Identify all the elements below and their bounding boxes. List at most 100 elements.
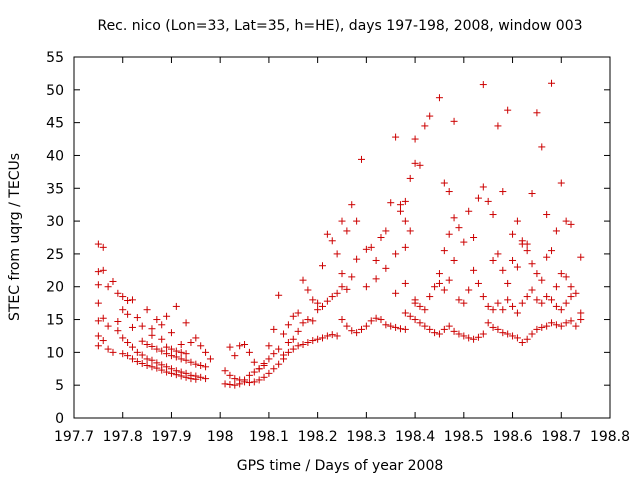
data-point [392, 289, 400, 297]
data-point [265, 342, 273, 350]
data-point [392, 133, 400, 141]
data-point [206, 355, 214, 363]
data-point [153, 316, 161, 324]
data-point [138, 322, 146, 330]
data-point [406, 312, 414, 320]
data-point [504, 330, 512, 338]
data-point [401, 197, 409, 205]
data-point [260, 360, 268, 368]
data-point [314, 299, 322, 307]
data-point [548, 319, 556, 327]
data-point [523, 293, 531, 301]
data-point [499, 188, 507, 196]
data-point [435, 279, 443, 287]
data-point [241, 376, 249, 384]
data-point [538, 143, 546, 151]
data-point [562, 217, 570, 225]
data-point [231, 352, 239, 360]
data-point [241, 340, 249, 348]
data-point [275, 345, 283, 353]
data-point [465, 286, 473, 294]
data-point [362, 322, 370, 330]
data-point [353, 329, 361, 337]
data-point [114, 318, 122, 326]
data-point [474, 194, 482, 202]
y-tick-label: 55 [46, 50, 64, 66]
data-point [94, 240, 102, 248]
data-point [435, 330, 443, 338]
data-point [226, 381, 234, 389]
data-point [416, 302, 424, 310]
data-point [387, 322, 395, 330]
data-point [513, 217, 521, 225]
data-point [548, 296, 556, 304]
data-point [396, 325, 404, 333]
data-point [167, 369, 175, 377]
data-point [143, 361, 151, 369]
data-point [528, 190, 536, 198]
data-point [197, 342, 205, 350]
data-point [557, 270, 565, 278]
y-axis-label: STEC from uqrg / TECUs [7, 153, 23, 321]
data-point [245, 371, 253, 379]
data-point [182, 373, 190, 381]
x-tick-label: 197.8 [103, 429, 143, 445]
data-point [353, 217, 361, 225]
data-point [450, 256, 458, 264]
data-point [411, 299, 419, 307]
data-point [543, 253, 551, 261]
data-point [299, 319, 307, 327]
data-point [275, 291, 283, 299]
data-point [499, 329, 507, 337]
data-point [528, 330, 536, 338]
data-point [109, 277, 117, 285]
data-point [323, 332, 331, 340]
data-point [104, 283, 112, 291]
data-point [280, 351, 288, 359]
data-point [270, 325, 278, 333]
data-point [401, 309, 409, 317]
data-point [99, 314, 107, 322]
data-point [401, 279, 409, 287]
data-point [357, 325, 365, 333]
data-point [406, 174, 414, 182]
data-point [567, 220, 575, 228]
data-point [148, 356, 156, 364]
data-point [572, 289, 580, 297]
data-point [450, 327, 458, 335]
data-point [226, 343, 234, 351]
data-point [128, 343, 136, 351]
data-point [372, 275, 380, 283]
data-point [182, 319, 190, 327]
x-tick-label: 198.3 [346, 429, 386, 445]
data-point [455, 224, 463, 232]
plot-frame [73, 56, 611, 419]
data-point [99, 243, 107, 251]
data-point [382, 227, 390, 235]
data-point [314, 306, 322, 314]
data-point [94, 342, 102, 350]
x-axis-label: GPS time / Days of year 2008 [237, 458, 444, 474]
data-point [221, 380, 229, 388]
data-point [119, 293, 127, 301]
data-point [338, 316, 346, 324]
data-point [284, 339, 292, 347]
data-point [460, 332, 468, 340]
data-point [153, 364, 161, 372]
x-tick-label: 198.1 [249, 429, 289, 445]
data-point [294, 327, 302, 335]
chart-title: Rec. nico (Lon=33, Lat=35, h=HE), days 1… [97, 18, 582, 34]
data-point [513, 309, 521, 317]
data-point [494, 122, 502, 130]
data-point [128, 355, 136, 363]
data-point [552, 321, 560, 329]
data-point [289, 312, 297, 320]
data-point [465, 334, 473, 342]
y-tick-label: 30 [46, 214, 64, 230]
data-point [562, 299, 570, 307]
data-point [289, 335, 297, 343]
data-point [509, 256, 517, 264]
data-point [396, 207, 404, 215]
data-point [484, 197, 492, 205]
data-point [489, 256, 497, 264]
